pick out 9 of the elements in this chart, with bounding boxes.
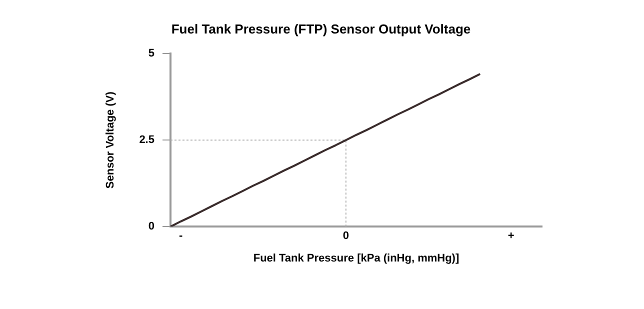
x-axis-title: Fuel Tank Pressure [kPa (inHg, mmHg)] (253, 252, 460, 264)
x-tick-label: + (508, 230, 514, 242)
x-tick-label: 0 (342, 230, 349, 242)
chart-title: Fuel Tank Pressure (FTP) Sensor Output Voltage (171, 21, 471, 36)
y-tick-label: 2.5 (139, 134, 154, 146)
y-axis-title: Sensor Voltage (V) (104, 91, 117, 189)
y-tick-label: 0 (148, 220, 154, 233)
x-tick-label: - (178, 230, 183, 242)
y-tick-label: 5 (148, 48, 154, 60)
